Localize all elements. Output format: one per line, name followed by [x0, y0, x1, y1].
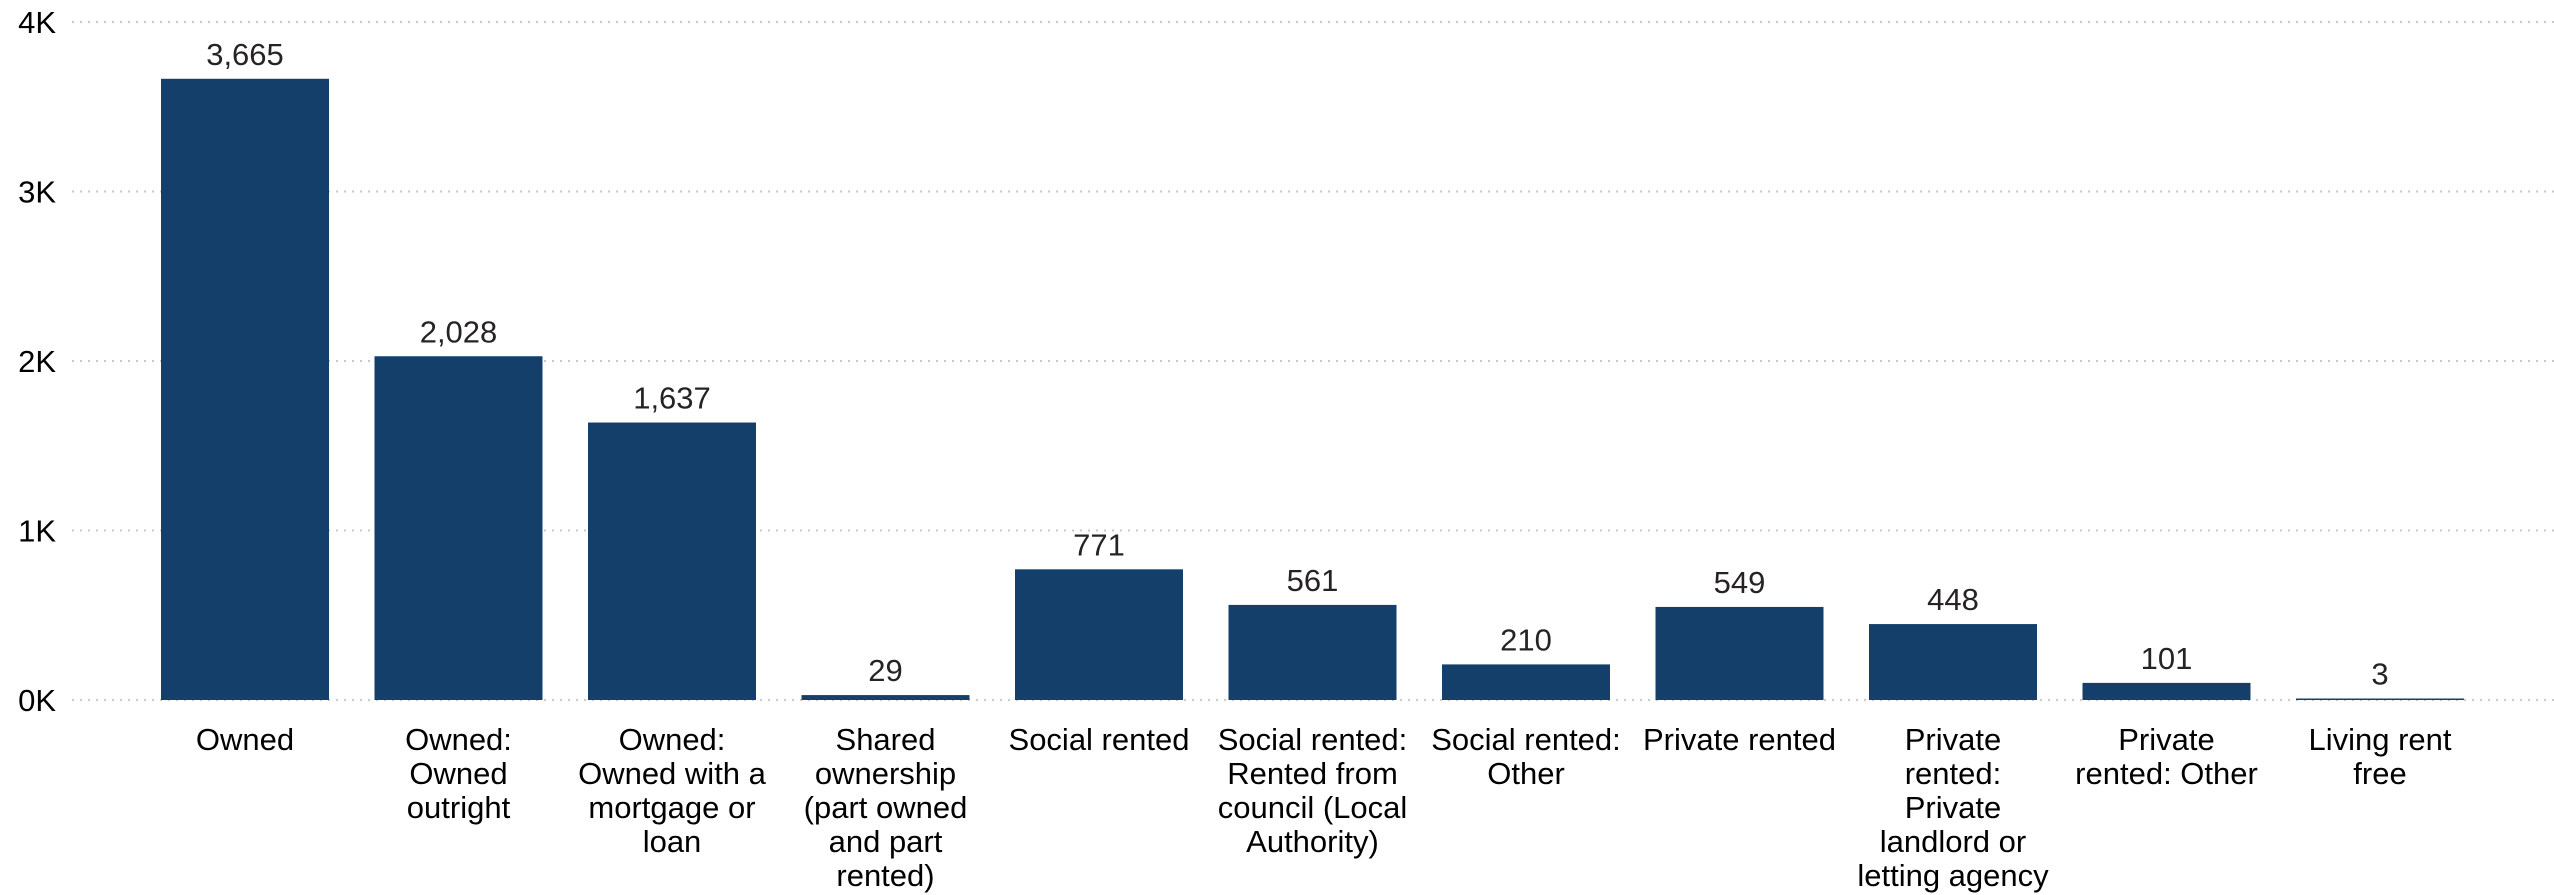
x-tick-label: Private rented: Other — [2075, 722, 2258, 791]
data-label: 448 — [1927, 582, 1979, 617]
bar[interactable] — [1869, 624, 2037, 700]
bar[interactable] — [161, 78, 329, 701]
y-tick-label: 1K — [18, 514, 56, 549]
y-axis: 0K 1K 2K 3K 4K — [18, 5, 56, 718]
y-tick-label: 4K — [18, 5, 56, 40]
x-tick-label: Social rented: Other — [1431, 722, 1621, 791]
bars — [161, 78, 2464, 701]
x-tick-label: Owned — [196, 722, 294, 757]
bar[interactable] — [2296, 698, 2464, 701]
x-tick-label: Social rented — [1009, 722, 1190, 757]
x-axis: Owned Owned: Owned outright Owned: Owned with… — [196, 722, 2452, 893]
x-tick-label: Private rented — [1643, 722, 1836, 757]
x-tick-label: Owned: Owned outright — [405, 722, 512, 825]
data-label: 771 — [1073, 527, 1125, 562]
data-label: 3 — [2371, 657, 2388, 692]
x-tick-label: Private rented: Private landlord or letting … — [1857, 722, 2049, 893]
y-tick-label: 0K — [18, 683, 56, 718]
x-tick-label: Social rented: Rented from council (Local A… — [1218, 722, 1408, 859]
bar[interactable] — [1228, 604, 1397, 700]
data-label: 2,028 — [420, 314, 498, 349]
bar[interactable] — [1015, 569, 1183, 700]
data-label: 29 — [868, 653, 902, 688]
bar[interactable] — [374, 356, 543, 700]
y-tick-label: 3K — [18, 175, 56, 210]
x-tick-label: Shared ownership (part owned and part rented… — [804, 722, 968, 893]
data-label: 549 — [1714, 565, 1766, 600]
data-label: 210 — [1500, 622, 1552, 657]
y-tick-label: 2K — [18, 344, 56, 379]
bar[interactable] — [1655, 606, 1824, 700]
x-tick-label: Owned: Owned with a mortgage or loan — [578, 722, 767, 859]
data-labels: 3,665 2,028 1,637 29 771 561 210 549 448 101 3 — [206, 37, 2388, 692]
data-label: 3,665 — [206, 37, 284, 72]
bar[interactable] — [588, 422, 756, 700]
bar[interactable] — [1442, 664, 1610, 700]
data-label: 1,637 — [633, 381, 711, 416]
data-label: 561 — [1287, 563, 1339, 598]
x-tick-label: Living rent free — [2308, 722, 2451, 791]
data-label: 101 — [2141, 641, 2193, 676]
bar[interactable] — [2082, 682, 2251, 700]
bar[interactable] — [801, 695, 970, 700]
